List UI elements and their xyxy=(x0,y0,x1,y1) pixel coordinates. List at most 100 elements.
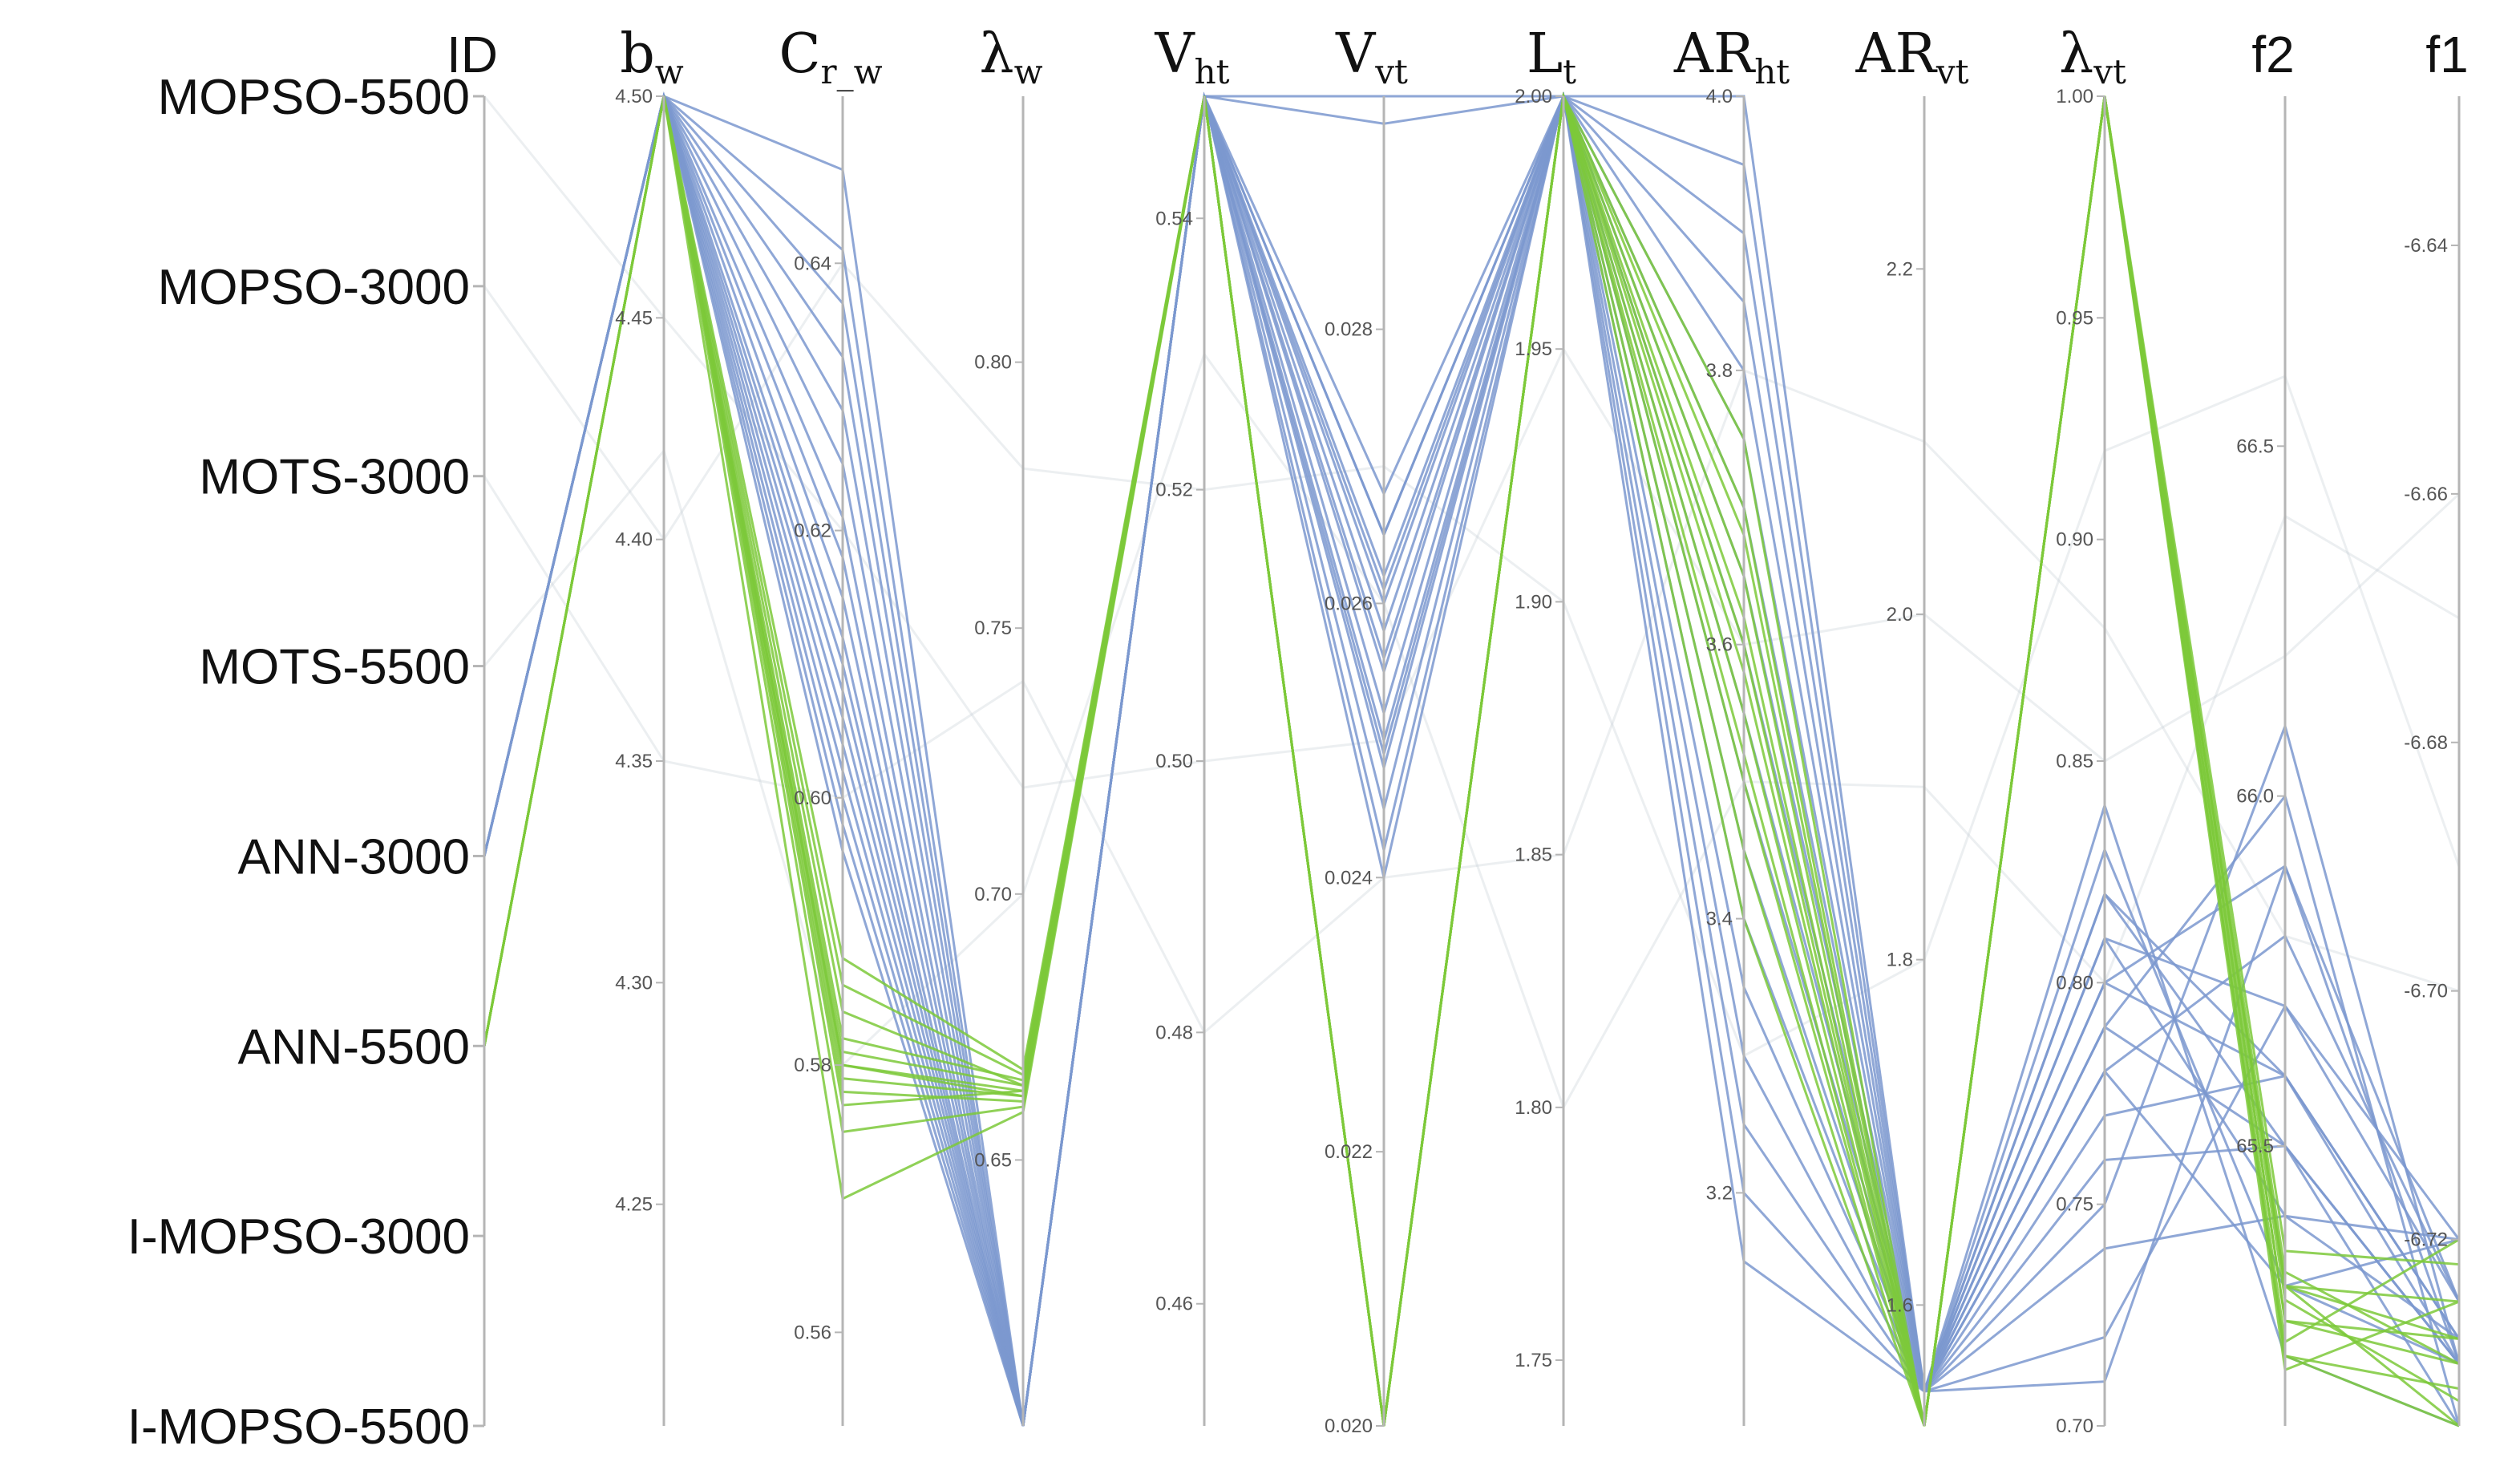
tick-label: 0.62 xyxy=(794,520,831,542)
tick-label: 4.50 xyxy=(615,86,653,107)
tick-label: 0.58 xyxy=(794,1055,831,1076)
tick-label: 1.85 xyxy=(1515,844,1552,866)
tick-label: 0.60 xyxy=(794,788,831,809)
tick-label: 0.65 xyxy=(974,1149,1012,1171)
tick-label: 0.75 xyxy=(974,618,1012,639)
tick-label: -6.66 xyxy=(2404,484,2448,505)
axis-title-AR_vt: ARvt xyxy=(1855,22,1969,91)
axis-title-V_ht: Vht xyxy=(1154,22,1229,91)
tick-label: -6.68 xyxy=(2404,732,2448,754)
series-line-ANN-3000 xyxy=(483,91,2461,1427)
tick-label: 0.028 xyxy=(1325,319,1373,341)
series-line-ANN-3000 xyxy=(483,91,2461,1427)
category-label: MOTS-5500 xyxy=(199,640,470,695)
category-label: MOPSO-5500 xyxy=(158,70,470,125)
series-line-ANN-3000 xyxy=(483,92,2460,1427)
tick-label: 0.75 xyxy=(2056,1194,2093,1216)
tick-label: 0.020 xyxy=(1325,1415,1373,1437)
axis-title-ID: ID xyxy=(447,26,498,83)
series-line-ANN-3000 xyxy=(483,91,2461,1427)
series-line-ANN-3000 xyxy=(483,91,2461,1427)
background-lines xyxy=(483,95,2461,1111)
tick-label: 0.70 xyxy=(974,884,1012,905)
tick-label: 4.25 xyxy=(615,1194,653,1216)
tick-label: 0.48 xyxy=(1155,1022,1193,1043)
tick-label: 4.30 xyxy=(615,972,653,994)
tick-label: 66.5 xyxy=(2236,435,2274,457)
tick-label: 0.80 xyxy=(974,352,1012,374)
series-line-other xyxy=(483,95,2461,789)
axis-title-lambda_w: λw xyxy=(979,22,1042,91)
tick-label: -6.72 xyxy=(2404,1229,2448,1251)
category-label: MOTS-3000 xyxy=(199,450,470,505)
tick-label: 65.5 xyxy=(2236,1136,2274,1157)
tick-label: 2.0 xyxy=(1887,604,1913,626)
tick-label: 3.4 xyxy=(1706,909,1733,930)
series-line-ANN-3000 xyxy=(483,92,2461,1427)
axis-title-b_w: bw xyxy=(620,22,684,91)
series-line-ANN-3000 xyxy=(483,95,2461,1427)
axis-title-f2: f2 xyxy=(2251,26,2294,83)
category-label: ANN-3000 xyxy=(238,829,470,885)
series-line-ANN-3000 xyxy=(483,95,2461,1427)
tick-label: 4.0 xyxy=(1706,86,1733,107)
tick-label: 0.70 xyxy=(2056,1415,2093,1437)
axis-title-L_t: Lt xyxy=(1527,22,1576,91)
tick-label: 0.024 xyxy=(1325,867,1373,889)
category-label: MOPSO-3000 xyxy=(158,260,470,315)
axis-title-lambda_vt: λvt xyxy=(2059,22,2126,91)
tick-label: 3.8 xyxy=(1706,360,1733,382)
category-label: I-MOPSO-3000 xyxy=(127,1209,470,1265)
series-line-ANN-3000 xyxy=(483,95,2461,1427)
tick-label: 4.35 xyxy=(615,751,653,772)
tick-label: 2.2 xyxy=(1887,258,1913,280)
tick-label: 66.0 xyxy=(2236,786,2274,808)
axis-title-AR_ht: ARht xyxy=(1673,22,1790,91)
tick-label: 0.85 xyxy=(2056,751,2093,772)
series-line-ANN-3000 xyxy=(483,91,2460,1427)
tick-label: 1.8 xyxy=(1887,950,1913,971)
tick-label: 0.026 xyxy=(1325,593,1373,614)
category-label: I-MOPSO-5500 xyxy=(127,1399,470,1455)
axis-title-Cr_w: Cr_w xyxy=(779,22,882,91)
tick-label: 0.80 xyxy=(2056,972,2093,994)
tick-label: 4.40 xyxy=(615,529,653,551)
series-line-ANN-3000 xyxy=(483,91,2461,1427)
series-lines xyxy=(483,91,2461,1427)
axis-title-f1: f1 xyxy=(2425,26,2468,83)
tick-label: 0.022 xyxy=(1325,1141,1373,1163)
series-line-ANN-3000 xyxy=(483,91,2461,1427)
series-line-other xyxy=(483,368,2460,1035)
tick-label: 0.50 xyxy=(1155,751,1193,772)
series-line-ANN-3000 xyxy=(483,94,2460,1427)
tick-label: 0.95 xyxy=(2056,307,2093,329)
tick-label: 2.00 xyxy=(1515,86,1552,107)
category-label: ANN-5500 xyxy=(238,1019,470,1075)
tick-label: 1.95 xyxy=(1515,338,1552,360)
tick-label: 1.75 xyxy=(1515,1350,1552,1371)
tick-label: 3.2 xyxy=(1706,1182,1733,1204)
series-line-other xyxy=(483,261,2461,1058)
tick-label: 1.90 xyxy=(1515,591,1552,613)
axis-title-V_vt: Vvt xyxy=(1335,22,1408,91)
series-line-ANN-3000 xyxy=(483,91,2460,1427)
tick-label: 0.64 xyxy=(794,253,831,274)
tick-label: 0.46 xyxy=(1155,1294,1193,1315)
tick-label: 4.45 xyxy=(615,307,653,329)
series-line-ANN-3000 xyxy=(483,94,2460,1427)
tick-label: 3.6 xyxy=(1706,634,1733,656)
tick-label: -6.70 xyxy=(2404,981,2448,1002)
tick-label: 1.80 xyxy=(1515,1097,1552,1119)
tick-label: 1.6 xyxy=(1887,1294,1913,1316)
tick-label: 1.00 xyxy=(2056,86,2093,107)
tick-label: 0.54 xyxy=(1155,208,1193,229)
tick-label: 0.52 xyxy=(1155,480,1193,501)
series-line-ANN-5500 xyxy=(483,91,2460,1427)
tick-label: -6.64 xyxy=(2404,235,2448,257)
tick-label: 0.90 xyxy=(2056,529,2093,551)
series-line-ANN-3000 xyxy=(483,91,2461,1427)
series-line-ANN-3000 xyxy=(483,92,2461,1427)
tick-label: 0.56 xyxy=(794,1322,831,1343)
